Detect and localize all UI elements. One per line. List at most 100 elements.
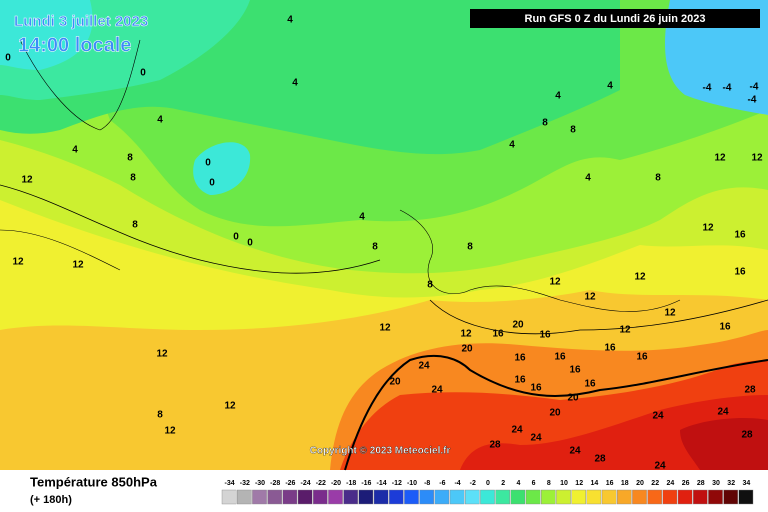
contour-label: 0	[247, 238, 253, 249]
scale-label: -12	[392, 480, 402, 487]
contour-label: 20	[567, 393, 579, 404]
scale-swatch	[404, 489, 419, 505]
scale-label: -26	[285, 480, 295, 487]
scale-swatch	[617, 489, 632, 505]
contour-label: 20	[512, 320, 524, 331]
scale-swatch	[510, 489, 526, 505]
contour-label: 12	[584, 292, 596, 303]
contour-label: 4	[585, 173, 591, 184]
scale-label: 24	[667, 480, 675, 487]
scale-swatch	[358, 489, 374, 505]
contour-label: 28	[489, 440, 501, 451]
scale-swatch	[632, 489, 647, 505]
zone-neg	[665, 0, 768, 115]
contour-label: 16	[636, 352, 648, 363]
contour-label: 4	[555, 91, 561, 102]
scale-label: -28	[270, 480, 280, 487]
scale-label: 6	[532, 480, 536, 487]
contour-label: 16	[554, 352, 566, 363]
contour-label: 4	[157, 115, 163, 126]
scale-swatch	[297, 489, 313, 505]
scale-swatch	[738, 489, 754, 505]
scale-label: 34	[743, 480, 751, 487]
scale-swatch	[236, 489, 252, 505]
scale-swatch	[419, 489, 435, 505]
scale-label: -8	[424, 480, 430, 487]
contour-label: 12	[164, 426, 176, 437]
scale-swatch	[647, 489, 662, 505]
contour-label: 24	[431, 385, 443, 396]
scale-label: 26	[682, 480, 690, 487]
contour-label: 24	[652, 411, 664, 422]
scale-label: -4	[454, 480, 460, 487]
contour-label: 12	[549, 277, 561, 288]
scale-swatch	[677, 489, 693, 505]
scale-swatch	[541, 489, 556, 505]
contour-label: 4	[359, 212, 365, 223]
run-box	[470, 9, 760, 28]
contour-label: 4	[287, 15, 293, 26]
color-scale: -34 -32 -30 -28 -26 -24 -22 -20 -18 -16 -14 -12 -10-…	[221, 480, 754, 505]
scale-swatch	[693, 489, 708, 505]
contour-label: 16	[569, 365, 581, 376]
scale-label: -16	[361, 480, 371, 487]
scale-swatch	[571, 489, 586, 505]
scale-label: 16	[606, 480, 614, 487]
scale-swatch	[373, 489, 389, 505]
scale-label: 32	[727, 480, 735, 487]
contour-label: 28	[741, 430, 753, 441]
scale-label: -2	[470, 480, 476, 487]
scale-swatch	[389, 489, 404, 505]
scale-swatch	[221, 489, 237, 505]
scale-label: -30	[255, 480, 265, 487]
contour-label: 0	[205, 158, 211, 169]
contour-label: 12	[460, 329, 472, 340]
contour-label: 12	[72, 260, 84, 271]
scale-label: 14	[591, 480, 599, 487]
contour-label: 12	[379, 323, 391, 334]
scale-swatch	[723, 489, 738, 505]
contour-label: 24	[530, 433, 542, 444]
scale-label: -14	[377, 480, 387, 487]
scale-label: 2	[501, 480, 505, 487]
copyright: Copyright © 2023 Meteociel.fr	[310, 446, 451, 457]
scale-swatch	[267, 489, 283, 505]
zone-28	[680, 418, 768, 470]
run-info: Run GFS 0 Z du Lundi 26 juin 2023	[525, 13, 706, 25]
contour-label: 4	[72, 145, 78, 156]
scale-label: 28	[697, 480, 705, 487]
contour-label: 12	[664, 308, 676, 319]
contour-label: 12	[702, 223, 714, 234]
contour-label: 16	[514, 353, 526, 364]
contour-label: 8	[130, 173, 136, 184]
scale-label: -6	[439, 480, 445, 487]
contour-label: 12	[21, 175, 33, 186]
zone-0	[0, 0, 93, 70]
scale-swatch	[708, 489, 723, 505]
scale-swatch	[343, 489, 359, 505]
contour-label: 16	[734, 267, 746, 278]
isotherm	[0, 184, 768, 335]
contour-label: 12	[156, 349, 168, 360]
contour-label: 16	[539, 330, 551, 341]
scale-swatch	[662, 489, 678, 505]
scale-swatch	[586, 489, 602, 505]
scale-label: 4	[516, 480, 520, 487]
contour-label: 0	[209, 178, 215, 189]
contour-label: 24	[717, 407, 729, 418]
contour-label: 16	[530, 383, 542, 394]
contour-label: 12	[619, 325, 631, 336]
contour-label: 8	[542, 118, 548, 129]
scale-label: 12	[575, 480, 583, 487]
scale-swatch	[328, 489, 343, 505]
contour-label: 16	[514, 375, 526, 386]
lead-time: (+ 180h)	[30, 494, 72, 506]
contour-label: -4	[723, 83, 732, 94]
valid-time: 14:00 locale	[18, 34, 131, 56]
contour-label: 16	[584, 379, 596, 390]
scale-label: 0	[486, 480, 490, 487]
scale-swatch	[252, 489, 267, 505]
contour-label: 24	[569, 446, 581, 457]
scale-label: -34	[225, 480, 235, 487]
